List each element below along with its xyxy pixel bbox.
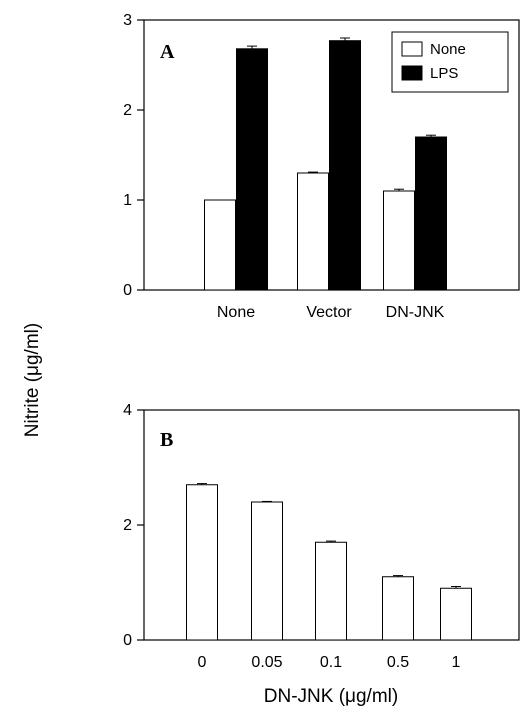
y-tick-label: 3 (123, 12, 132, 29)
bar (186, 484, 218, 641)
y-tick-label: 1 (123, 192, 132, 209)
y-tick-label: 0 (123, 282, 132, 299)
y-tick-label: 0 (123, 632, 132, 649)
legend-label-none: None (430, 41, 466, 58)
panel-b-bars (186, 483, 472, 641)
y-tick-label: 2 (123, 517, 132, 534)
bar (440, 587, 472, 641)
panel-b-label: B (160, 429, 173, 451)
bar (415, 136, 447, 291)
y-tick-label: 4 (123, 402, 132, 419)
bar (329, 40, 361, 291)
bar (315, 541, 347, 641)
y-axis-label: Nitrite (μg/ml) (22, 323, 43, 437)
x-tick-label: None (217, 304, 255, 321)
panel-a: A 0 1 2 3 None Vector DN-JNK None LPS (123, 12, 520, 321)
panel-b-x-ticks: 0 0.05 0.1 0.5 1 (198, 654, 461, 671)
panel-a-y-ticks: 0 1 2 3 (123, 12, 144, 299)
legend-label-lps: LPS (430, 65, 458, 82)
bar (297, 172, 329, 291)
bar (204, 199, 236, 291)
bar (382, 576, 414, 641)
x-tick-label: 1 (452, 654, 461, 671)
bar (383, 190, 415, 291)
x-tick-label: 0.1 (320, 654, 342, 671)
y-tick-label: 2 (123, 102, 132, 119)
x-tick-label: 0 (198, 654, 207, 671)
panel-b: B 0 2 4 0 0.05 0.1 0.5 1 DN-JNK (μg/ml) (123, 402, 520, 707)
panel-b-y-ticks: 0 2 4 (123, 402, 144, 649)
legend-swatch-lps (401, 65, 423, 81)
legend-swatch-none (401, 41, 423, 57)
x-tick-label: DN-JNK (386, 304, 445, 321)
legend-frame (391, 31, 509, 93)
panel-a-x-ticks: None Vector DN-JNK (217, 304, 445, 321)
x-axis-label: DN-JNK (μg/ml) (264, 686, 398, 707)
x-tick-label: 0.05 (251, 654, 282, 671)
x-tick-label: 0.5 (387, 654, 409, 671)
bar (251, 501, 283, 641)
panel-a-bars (204, 37, 447, 291)
panel-a-label: A (160, 41, 175, 63)
x-tick-label: Vector (306, 304, 352, 321)
bar (236, 48, 268, 291)
legend: None LPS (391, 31, 509, 93)
